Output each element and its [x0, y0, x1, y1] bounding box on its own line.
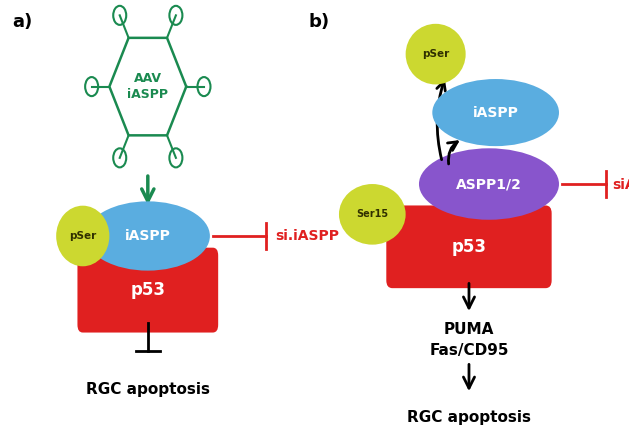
Text: PUMA
Fas/CD95: PUMA Fas/CD95 [429, 322, 509, 358]
FancyBboxPatch shape [386, 206, 552, 288]
Ellipse shape [432, 79, 559, 146]
Ellipse shape [419, 148, 559, 220]
Text: p53: p53 [130, 281, 165, 299]
Text: a): a) [12, 13, 32, 31]
Text: iASPP: iASPP [125, 229, 170, 243]
Text: si.iASPP: si.iASPP [275, 229, 339, 243]
FancyBboxPatch shape [77, 248, 218, 333]
Text: siASPP1/2: siASPP1/2 [613, 177, 629, 191]
Text: AAV
iASPP: AAV iASPP [127, 72, 169, 101]
Ellipse shape [406, 24, 465, 84]
Text: Ser15: Ser15 [356, 209, 388, 220]
Ellipse shape [56, 206, 109, 266]
Text: pSer: pSer [69, 231, 96, 241]
Text: b): b) [309, 13, 330, 31]
Text: pSer: pSer [422, 49, 449, 59]
Text: ASPP1/2: ASPP1/2 [456, 177, 522, 191]
Text: iASPP: iASPP [473, 106, 518, 120]
Text: p53: p53 [452, 238, 486, 256]
Ellipse shape [339, 184, 406, 245]
Ellipse shape [86, 201, 210, 271]
Text: RGC apoptosis: RGC apoptosis [407, 410, 531, 425]
Text: RGC apoptosis: RGC apoptosis [86, 382, 210, 397]
